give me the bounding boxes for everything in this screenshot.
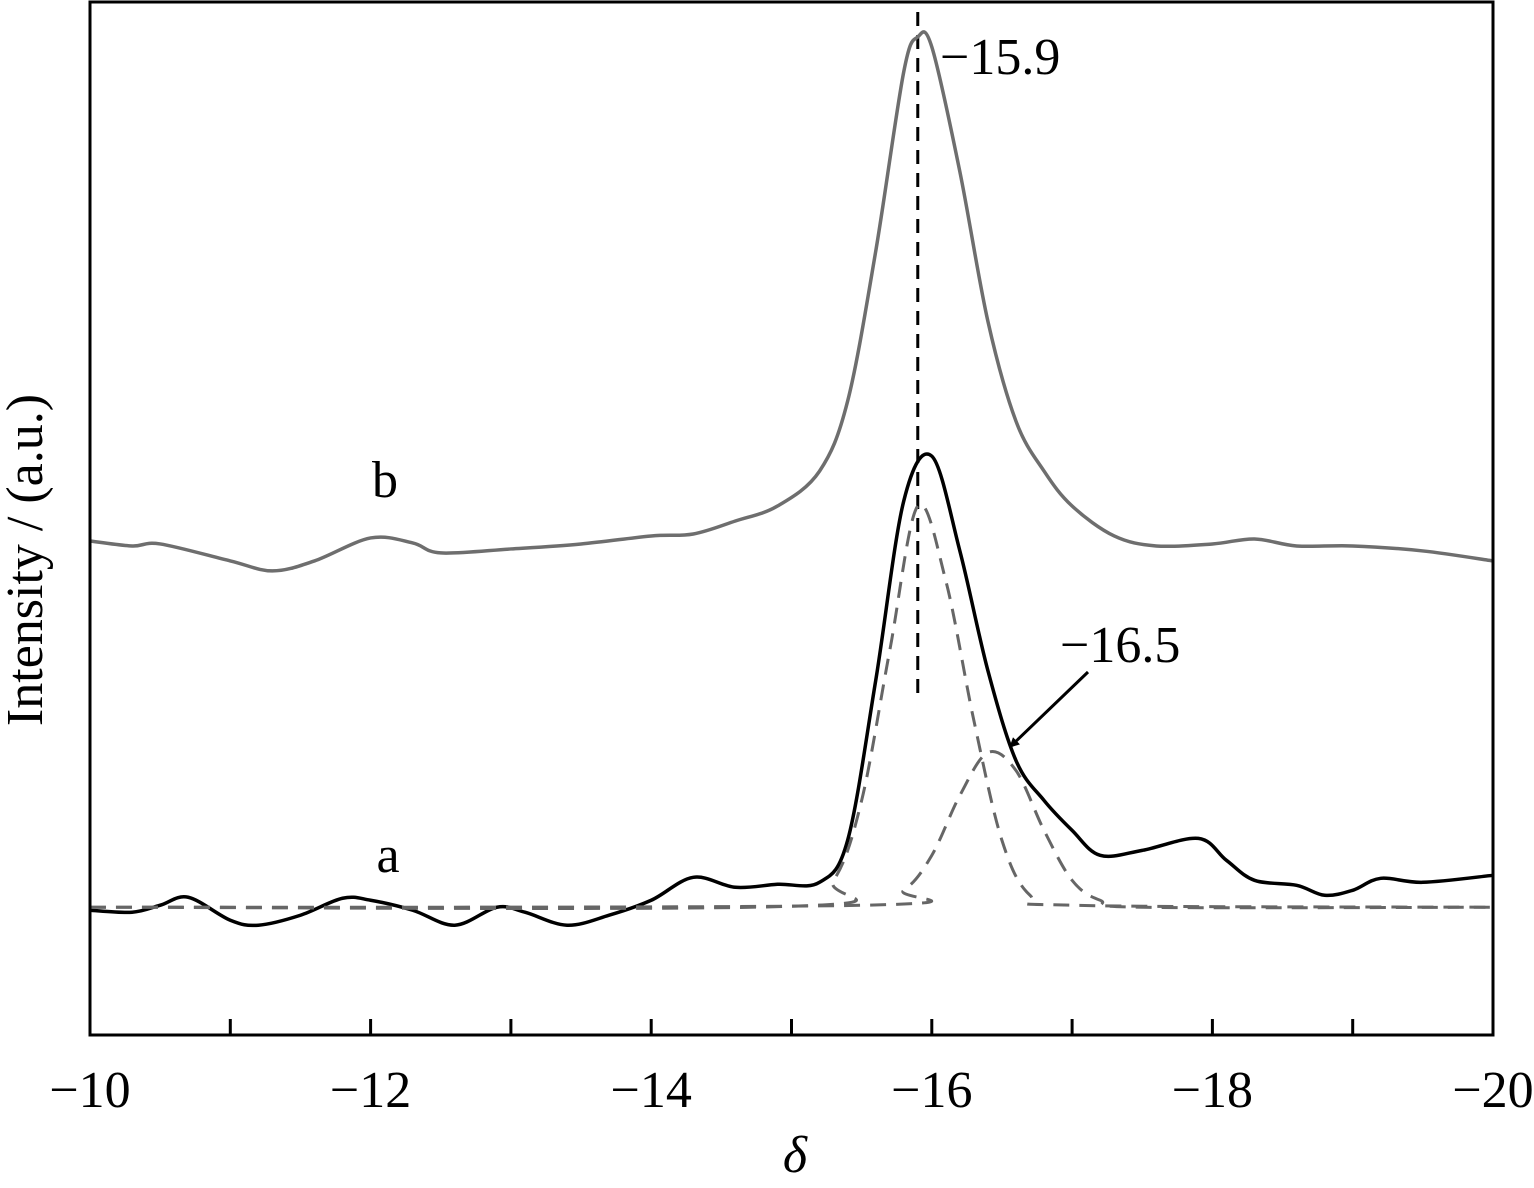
x-tick-label: −14 — [611, 1062, 692, 1119]
x-tick-label: −20 — [1452, 1062, 1533, 1119]
x-tick-label: −18 — [1172, 1062, 1253, 1119]
arrow — [1008, 670, 1090, 749]
x-tick-label: −16 — [891, 1062, 972, 1119]
annotation: −15.9 — [940, 29, 1060, 86]
line-series — [89, 750, 1494, 910]
line-series — [89, 502, 1494, 910]
line-series — [89, 30, 1494, 573]
x-tick-label: −12 — [330, 1062, 411, 1119]
x-tick-label: −10 — [49, 1062, 130, 1119]
y-axis-label: Intensity / (a.u.) — [0, 394, 54, 726]
plot-frame — [88, 0, 1495, 1037]
series-label: b — [372, 452, 398, 509]
line-series — [89, 452, 1494, 928]
annotation: −16.5 — [1060, 617, 1180, 674]
series-label: a — [376, 827, 399, 884]
x-axis-label: δ — [783, 1127, 808, 1184]
